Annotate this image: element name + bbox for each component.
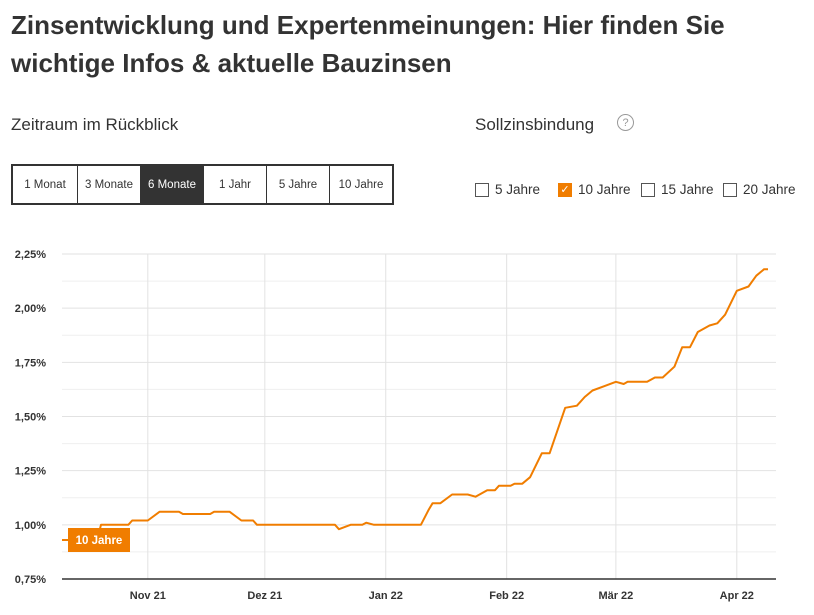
y-tick-label: 2,25%	[15, 249, 46, 261]
period-3-monate[interactable]: 3 Monate	[78, 166, 141, 203]
period-label: Zeitraum im Rückblick	[11, 115, 179, 134]
checkbox-10-jahre[interactable]: ✓ 10 Jahre	[558, 182, 631, 197]
x-tick-label: Jan 22	[369, 590, 403, 602]
checkbox-label: 10 Jahre	[578, 182, 631, 197]
x-tick-label: Feb 22	[489, 590, 524, 602]
checkbox-label: 5 Jahre	[495, 182, 541, 197]
page-title: Zinsentwicklung und Expertenmeinungen: H…	[11, 10, 725, 78]
series-label-text: 10 Jahre	[76, 535, 123, 547]
y-tick-label: 0,75%	[15, 574, 46, 586]
checkbox-box[interactable]	[723, 182, 737, 197]
period-6-monate[interactable]: 6 Monate	[141, 166, 204, 203]
period-1-monat[interactable]: 1 Monat	[13, 166, 78, 203]
checkbox-15-jahre[interactable]: 15 Jahre	[641, 182, 714, 197]
period-10-jahre[interactable]: 10 Jahre	[338, 178, 384, 191]
y-tick-label: 1,25%	[15, 466, 46, 478]
x-tick-label: Apr 22	[720, 590, 754, 602]
period-1-jahr[interactable]: 1 Jahr	[204, 166, 267, 203]
y-tick-label: 1,75%	[15, 357, 46, 369]
x-tick-label: Nov 21	[130, 590, 166, 602]
x-tick-label: Mär 22	[598, 590, 633, 602]
period-selector: 1 Monat 3 Monate 6 Monate 1 Jahr 5 Jahre…	[11, 164, 394, 205]
checkbox-label: 20 Jahre	[743, 182, 796, 197]
question-circle-icon[interactable]: ?	[617, 114, 634, 131]
period-5-jahre[interactable]: 5 Jahre	[267, 166, 330, 203]
checkbox-box[interactable]	[475, 182, 489, 197]
checkbox-box[interactable]	[641, 182, 655, 197]
series-label-badge	[68, 528, 130, 552]
checkbox-label: 15 Jahre	[661, 182, 714, 197]
checkbox-5-jahre[interactable]: 5 Jahre	[475, 182, 540, 197]
checkbox-20-jahre[interactable]: 20 Jahre	[723, 182, 796, 197]
series-line-10-jahre	[62, 268, 768, 541]
y-tick-label: 1,50%	[15, 412, 46, 424]
checkmark-icon[interactable]: ✓	[558, 182, 572, 197]
x-tick-label: Dez 21	[247, 590, 282, 602]
binding-label: Sollzinsbindung	[475, 115, 595, 134]
y-tick-label: 2,00%	[15, 303, 46, 315]
y-tick-label: 1,00%	[15, 520, 46, 532]
